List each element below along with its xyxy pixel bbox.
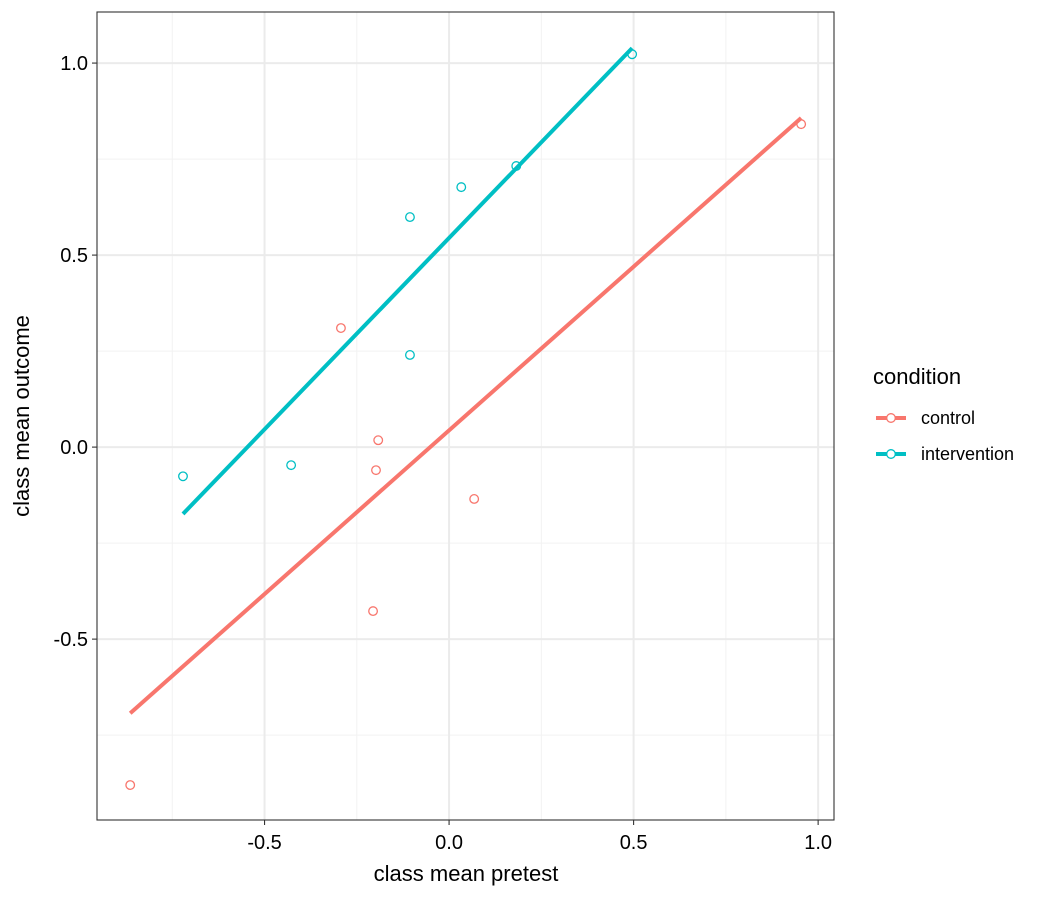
data-point-control [335,323,346,334]
data-point-control [469,494,480,504]
legend-key-point-intervention [886,449,896,459]
fit-line-intervention [181,46,634,516]
legend-title: condition [873,364,961,389]
panel-border [96,11,835,821]
y-tick-label: 0.5 [60,245,88,267]
data-point-control [368,606,379,617]
x-tick-label: -0.5 [247,832,281,854]
x-tick-label: 1.0 [804,832,832,854]
plot-marks [125,46,807,791]
data-point-intervention [627,49,638,60]
fit-line-control [128,116,803,715]
legend-key-point-control [886,413,896,423]
y-tick-label: 0.0 [60,437,88,459]
grid [97,12,834,820]
legend-label-control: control [921,408,975,428]
axes: -0.5 0.0 0.5 1.0 -0.5 0.0 0.5 1.0 [54,53,833,854]
x-axis-label: class mean pretest [374,861,559,886]
data-point-intervention [405,349,415,360]
data-point-intervention [286,460,297,471]
legend-label-intervention: intervention [921,444,1014,464]
x-tick-label: 0.5 [620,832,648,854]
y-tick-label: -0.5 [54,629,88,651]
data-point-intervention [405,212,415,223]
data-point-intervention [178,471,188,482]
x-tick-label: 0.0 [435,832,463,854]
legend: condition control intervention [873,364,1014,464]
data-point-intervention [456,182,467,193]
data-point-control [796,119,807,130]
data-point-control [371,465,381,476]
y-tick-label: 1.0 [60,53,88,75]
y-axis-label: class mean outcome [9,315,34,517]
data-point-intervention [511,161,522,171]
data-point-control [125,780,136,791]
data-point-control [373,435,384,446]
